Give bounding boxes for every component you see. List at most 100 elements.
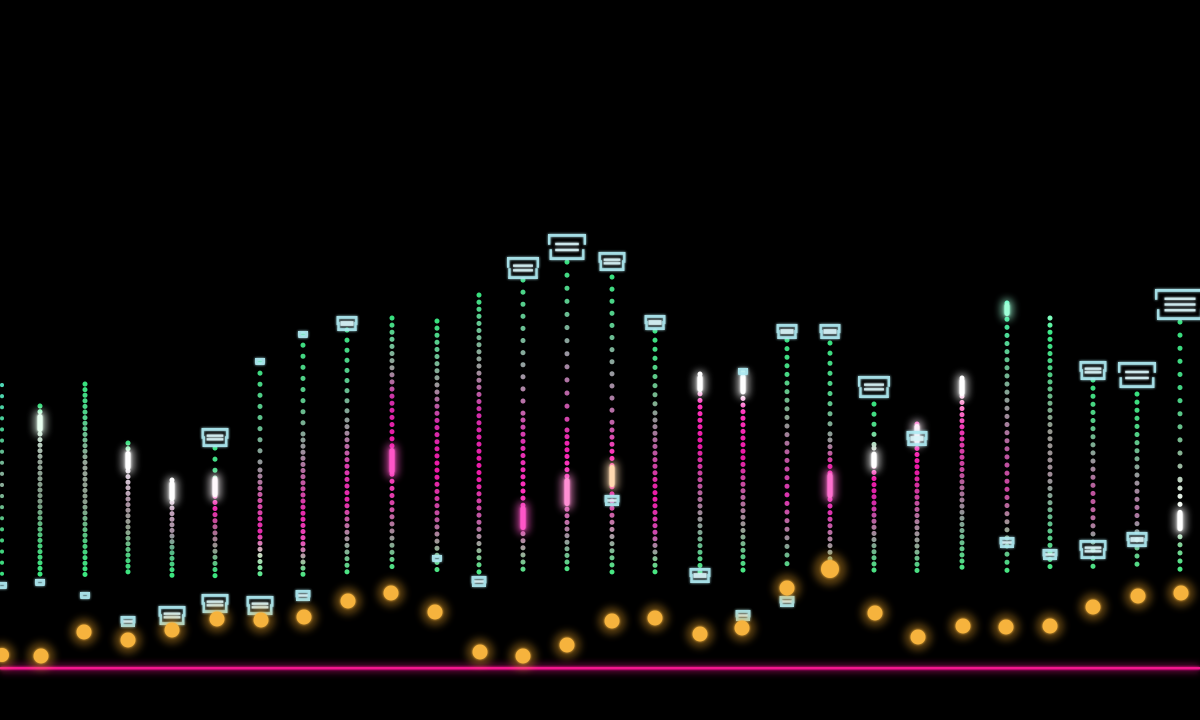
bounce-dot — [553, 631, 581, 659]
bounce-dot — [203, 605, 231, 633]
bounce-dot — [813, 552, 847, 586]
column-stem — [548, 234, 586, 577]
level-marker-icon — [471, 576, 487, 587]
stem-highlight — [517, 502, 529, 534]
bounce-dot — [1124, 582, 1152, 610]
bounce-dot — [114, 626, 142, 654]
level-marker-icon — [1079, 361, 1107, 380]
column-stem — [201, 428, 229, 613]
bounce-dot — [158, 616, 186, 644]
bounce-dot — [334, 587, 362, 615]
stem-highlight — [209, 473, 221, 501]
level-marker-icon — [738, 368, 748, 375]
stem-highlight — [737, 370, 749, 398]
bounce-dot — [466, 638, 494, 666]
bounce-dot — [0, 642, 15, 668]
bounce-dot — [421, 598, 449, 626]
level-marker-icon — [201, 428, 229, 447]
column-stem — [819, 324, 841, 571]
level-marker-icon — [819, 324, 841, 339]
bounce-dot — [773, 574, 801, 602]
level-marker-icon — [80, 592, 90, 599]
level-marker-icon — [604, 495, 620, 506]
column-stem — [906, 419, 928, 579]
column-stem — [295, 329, 311, 601]
bounce-dot — [377, 579, 405, 607]
column-stem — [644, 315, 666, 577]
bounce-dot — [641, 604, 669, 632]
level-marker-icon — [1126, 532, 1148, 547]
column-stem — [34, 401, 46, 586]
bounce-dot — [1036, 612, 1064, 640]
stem-highlight — [824, 469, 836, 502]
bounce-dot — [598, 607, 626, 635]
column-stem — [1155, 289, 1200, 575]
level-marker-icon — [1042, 549, 1058, 560]
stem-highlight — [606, 461, 618, 491]
column-stem — [1042, 313, 1058, 577]
bounce-dot — [1079, 593, 1107, 621]
level-marker-icon — [255, 358, 265, 365]
column-stem — [432, 316, 442, 577]
level-marker-icon — [906, 431, 928, 446]
level-marker-icon — [507, 257, 539, 279]
bounce-dot — [861, 599, 889, 627]
level-marker-icon — [1079, 540, 1107, 559]
stem-highlight — [386, 444, 398, 478]
level-marker-icon — [1118, 362, 1156, 388]
column-stem — [689, 369, 711, 583]
level-marker-icon — [295, 590, 311, 601]
column-stem — [598, 252, 626, 577]
level-marker-icon — [120, 616, 136, 627]
level-marker-icon — [999, 537, 1015, 548]
column-stem — [956, 373, 968, 577]
stem-highlight — [1001, 299, 1013, 320]
column-stem — [336, 316, 358, 579]
stem-highlight — [956, 374, 968, 400]
level-marker-icon — [35, 579, 45, 586]
level-marker-icon — [1155, 289, 1200, 320]
level-marker-icon — [858, 376, 890, 398]
stem-highlight — [694, 371, 706, 396]
level-marker-icon — [689, 568, 711, 583]
bounce-dot — [27, 642, 55, 670]
baseline — [0, 664, 1200, 672]
bounce-dot — [904, 623, 932, 651]
level-marker-icon — [644, 315, 666, 330]
bounce-dot — [70, 618, 98, 646]
column-stem — [1118, 362, 1156, 577]
bounce-dot — [509, 642, 537, 670]
level-marker-icon — [0, 582, 7, 589]
level-marker-icon — [298, 331, 308, 338]
bounce-dot — [1167, 579, 1195, 607]
column-stem — [507, 257, 539, 580]
column-stem — [1079, 361, 1107, 575]
bounce-dot — [290, 603, 318, 631]
level-marker-icon — [548, 234, 586, 260]
column-stem — [386, 313, 398, 575]
level-marker-icon — [598, 252, 626, 271]
column-stem — [999, 298, 1015, 577]
stem-highlight — [868, 448, 880, 472]
column-stem — [858, 376, 890, 579]
level-marker-icon — [776, 324, 798, 339]
bounce-dot — [686, 620, 714, 648]
column-stem — [80, 379, 90, 599]
stem-highlight — [34, 410, 46, 436]
bounce-dot — [728, 614, 756, 642]
bounce-dot — [992, 613, 1020, 641]
stem-highlight — [166, 477, 178, 505]
level-marker-icon — [432, 555, 442, 562]
level-marker-icon — [336, 316, 358, 331]
stem-highlight — [561, 474, 573, 510]
column-stem — [471, 290, 487, 587]
bounce-dot — [949, 612, 977, 640]
column-stem — [120, 438, 136, 627]
column-stem — [246, 357, 274, 615]
column-stem — [0, 380, 7, 589]
stem-highlight — [1174, 507, 1186, 535]
stem-highlight — [122, 447, 134, 474]
